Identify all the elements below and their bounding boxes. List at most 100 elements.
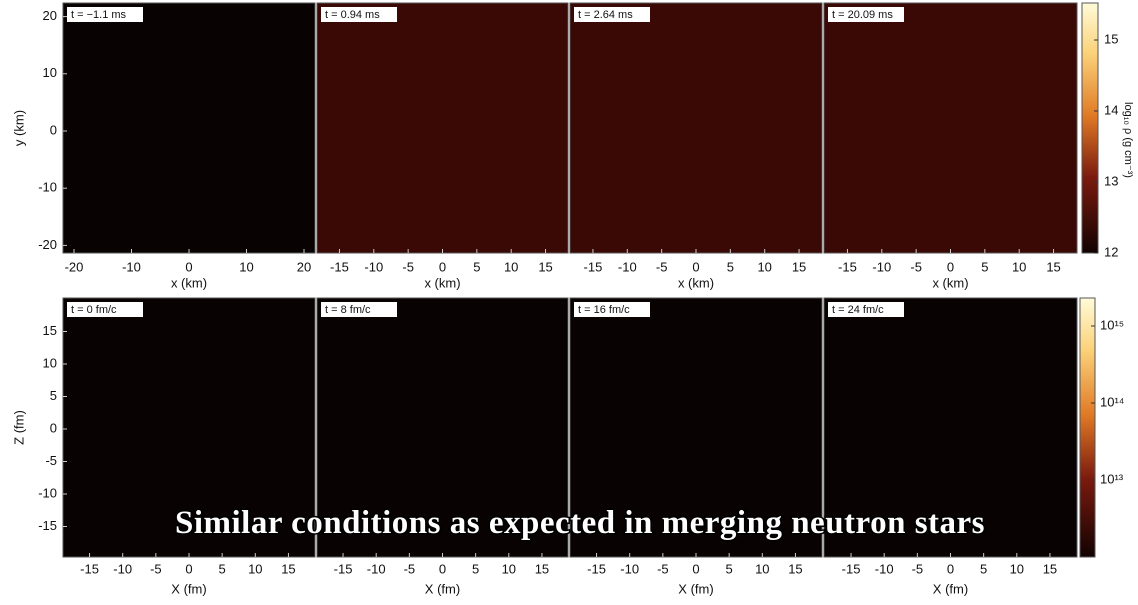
colorbar [1080,298,1095,557]
x-tick-label: 5 [726,561,733,576]
panel-bg [317,3,568,253]
x-axis-label: x (km) [932,275,968,290]
x-axis-label: X (fm) [678,581,713,596]
x-axis-label: x (km) [424,275,460,290]
x-tick-label: 10 [239,259,253,274]
colorbar-label: log₁₀ ρ (g cm⁻³) [1122,102,1134,178]
y-tick-label: 0 [50,122,57,137]
y-tick-label: -10 [38,180,57,195]
x-tick-label: -5 [402,259,414,274]
panel-label: t = 2.64 ms [578,9,633,21]
x-tick-label: -5 [404,561,416,576]
x-axis-label: X (fm) [425,581,460,596]
x-tick-label: 5 [473,259,480,274]
x-tick-label: -5 [656,259,668,274]
x-tick-label: -10 [618,259,637,274]
x-tick-label: 5 [727,259,734,274]
x-tick-label: 5 [219,561,226,576]
x-tick-label: -10 [875,561,894,576]
figure: t = −1.1 ms -20 -10 0 10 20 x (km) t = 0.94 ms -… [0,0,1138,600]
x-tick-label: 5 [472,561,479,576]
y-axis-label: Z (fm) [11,410,26,445]
x-axis-label: X (fm) [933,581,968,596]
panel-label: t = −1.1 ms [71,9,127,21]
y-tick-label: 0 [50,420,57,435]
x-tick-label: 5 [980,561,987,576]
x-tick-label: -15 [80,561,99,576]
x-tick-label: 15 [281,561,295,576]
x-tick-label: -5 [150,561,162,576]
x-tick-label: 20 [297,259,311,274]
x-tick-label: -10 [113,561,132,576]
x-tick-label: -10 [122,259,141,274]
x-tick-label: 15 [535,561,549,576]
x-tick-label: 15 [538,259,552,274]
panel-label: t = 24 fm/c [832,304,884,316]
caption: Similar conditions as expected in mergin… [175,505,985,541]
x-tick-label: 10 [504,259,518,274]
y-tick-label: 15 [43,323,57,338]
x-tick-label: -15 [842,561,861,576]
panel-label: t = 0 fm/c [71,304,117,316]
y-axis-label: y (km) [11,110,26,146]
x-tick-label: 10 [248,561,262,576]
y-tick-label: -15 [38,518,57,533]
x-tick-label: 0 [439,259,446,274]
y-tick-label: -10 [38,485,57,500]
panel-bg [63,3,315,253]
y-tick-label: -20 [38,237,57,252]
x-axis-label: x (km) [171,275,207,290]
y-tick-label: -5 [45,453,57,468]
x-tick-label: 10 [755,561,769,576]
colorbar-tick-label: 10¹³ [1100,471,1124,486]
x-tick-label: 5 [981,259,988,274]
x-tick-label: -15 [587,561,606,576]
x-tick-label: -10 [872,259,891,274]
x-tick-label: 0 [439,561,446,576]
panel-label: t = 16 fm/c [578,304,630,316]
colorbar-tick-label: 10¹⁴ [1100,394,1124,409]
x-tick-label: 10 [1012,259,1026,274]
x-tick-label: 0 [185,561,192,576]
page: {"top_row": { "panels": [{"label": "t = … [0,0,1138,600]
x-tick-label: 0 [947,561,954,576]
colorbar-tick-label: 13 [1104,173,1118,188]
x-axis-label: X (fm) [171,581,206,596]
x-tick-label: -5 [910,259,922,274]
x-tick-label: -20 [65,259,84,274]
x-tick-label: -15 [584,259,603,274]
x-tick-label: -15 [334,561,353,576]
x-tick-label: 0 [692,561,699,576]
x-tick-label: 0 [947,259,954,274]
x-tick-label: -10 [620,561,639,576]
x-tick-label: -10 [364,259,383,274]
x-tick-label: -15 [330,259,349,274]
x-tick-label: -5 [912,561,924,576]
x-tick-label: -15 [838,259,857,274]
y-tick-label: 10 [43,355,57,370]
colorbar-tick-label: 10¹⁵ [1100,317,1124,332]
panel-bg [570,3,822,253]
x-tick-label: 15 [788,561,802,576]
x-tick-label: 0 [692,259,699,274]
colorbar-tick-label: 12 [1104,244,1118,259]
x-tick-label: 15 [1046,259,1060,274]
y-tick-label: 10 [43,65,57,80]
x-tick-label: 0 [185,259,192,274]
y-tick-label: 20 [43,8,57,23]
panel-label: t = 8 fm/c [325,304,371,316]
panel-label: t = 20.09 ms [832,9,893,21]
x-tick-label: 10 [757,259,771,274]
panel-bg [824,3,1077,253]
colorbar-tick-label: 14 [1104,102,1118,117]
panel-label: t = 0.94 ms [325,9,380,21]
x-tick-label: -10 [367,561,386,576]
x-axis-label: x (km) [678,275,714,290]
x-tick-label: -5 [657,561,669,576]
x-tick-label: 10 [502,561,516,576]
y-tick-label: 5 [50,388,57,403]
colorbar-tick-label: 15 [1104,31,1118,46]
x-tick-label: 15 [792,259,806,274]
x-tick-label: 15 [1043,561,1057,576]
x-tick-label: 10 [1010,561,1024,576]
